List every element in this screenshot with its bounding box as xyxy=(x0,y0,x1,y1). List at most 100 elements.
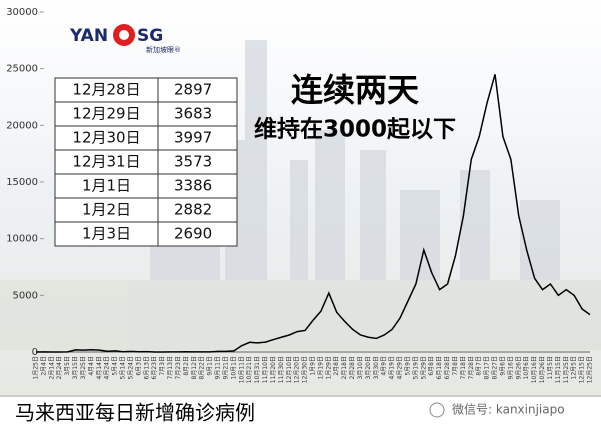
x-tick-label: 11月15日 xyxy=(555,356,562,383)
table-cell: 1月1日 xyxy=(82,177,131,195)
x-tick-label: 6月23日 xyxy=(151,356,158,379)
logo-text: YAN xyxy=(69,26,108,46)
x-tick-label: 11月5日 xyxy=(547,356,554,379)
x-tick-label: 6月13日 xyxy=(143,356,150,379)
x-tick-label: 11月30日 xyxy=(278,356,285,383)
x-tick-label: 3月10日 xyxy=(357,356,364,379)
x-tick-label: 3月25日 xyxy=(80,356,87,379)
x-tick-label: 5月19日 xyxy=(412,356,419,379)
x-tick-label: 1月19日 xyxy=(317,356,324,379)
x-tick-label: 7月23日 xyxy=(175,356,182,379)
x-tick-label: 4月29日 xyxy=(397,356,404,379)
x-tick-label: 8月17日 xyxy=(484,356,491,379)
table-cell: 3997 xyxy=(174,129,212,147)
caption: 马来西亚每日新增确诊病例 xyxy=(15,401,255,425)
x-tick-label: 11月25日 xyxy=(563,356,570,383)
x-tick-label: 4月14日 xyxy=(96,356,103,379)
x-tick-label: 4月24日 xyxy=(104,356,111,379)
x-tick-label: 4月4日 xyxy=(88,356,95,376)
y-tick-label: 25000 xyxy=(6,64,38,75)
x-tick-label: 10月11日 xyxy=(238,356,245,383)
x-tick-label: 8月12日 xyxy=(191,356,198,379)
x-tick-label: 9月11日 xyxy=(215,356,222,379)
x-tick-label: 8月2日 xyxy=(183,356,190,376)
logo-subtext: 新加坡眼® xyxy=(146,45,181,54)
x-tick-label: 7月28日 xyxy=(468,356,475,379)
table-cell: 3683 xyxy=(174,105,212,123)
table-cell: 1月3日 xyxy=(82,225,131,243)
x-tick-label: 4月19日 xyxy=(389,356,396,379)
x-tick-label: 6月28日 xyxy=(444,356,451,379)
x-tick-label: 3月5日 xyxy=(64,356,71,376)
y-tick-label: 20000 xyxy=(6,120,38,131)
x-tick-label: 2月24日 xyxy=(56,356,63,379)
x-tick-label: 11月10日 xyxy=(262,356,269,383)
x-tick-label: 9月21日 xyxy=(222,356,229,379)
x-tick-label: 9月1日 xyxy=(207,356,214,376)
x-tick-label: 5月14日 xyxy=(120,356,127,379)
x-tick-label: 1月9日 xyxy=(310,356,317,376)
table-cell: 2882 xyxy=(174,201,212,219)
x-tick-label: 10月26日 xyxy=(539,356,546,383)
watermark: 微信号: kanxinjiapo xyxy=(452,403,565,417)
x-tick-label: 11月20日 xyxy=(270,356,277,383)
logo: YAN SG 新加坡眼® xyxy=(69,24,181,54)
x-tick-label: 10月1日 xyxy=(230,356,237,379)
x-tick-label: 2月14日 xyxy=(48,356,55,379)
x-tick-label: 3月15日 xyxy=(72,356,79,379)
x-tick-label: 8月27日 xyxy=(492,356,499,379)
x-tick-label: 9月16日 xyxy=(507,356,514,379)
x-tick-label: 6月8日 xyxy=(428,356,435,376)
table-cell: 2690 xyxy=(174,225,212,243)
logo-text: SG xyxy=(137,26,163,46)
x-tick-label: 10月16日 xyxy=(531,356,538,383)
table-cell: 12月31日 xyxy=(72,153,140,171)
x-tick-label: 6月3日 xyxy=(135,356,142,376)
x-tick-label: 10月31日 xyxy=(254,356,261,383)
line xyxy=(35,74,591,353)
x-tick-label: 10月6日 xyxy=(523,356,530,379)
x-tick-label: 5月24日 xyxy=(127,356,134,379)
wechat-icon xyxy=(429,402,445,418)
x-tick-label: 5月29日 xyxy=(420,356,427,379)
x-tick-label: 5月4日 xyxy=(112,356,119,376)
x-tick-label: 12月25日 xyxy=(587,356,594,383)
y-tick-label: 15000 xyxy=(6,177,38,188)
x-tick-label: 3月20日 xyxy=(365,356,372,379)
x-tick-label: 7月8日 xyxy=(452,356,459,376)
x-tick-label: 5月9日 xyxy=(404,356,411,376)
logo-icon xyxy=(119,30,129,40)
x-tick-label: 4月9日 xyxy=(381,356,388,376)
x-tick-label: 9月6日 xyxy=(499,356,506,376)
x-tick-label: 12月5日 xyxy=(571,356,578,379)
x-tick-label: 12月15日 xyxy=(579,356,586,383)
x-tick-label: 9月26日 xyxy=(515,356,522,379)
table-cell: 12月30日 xyxy=(72,129,140,147)
table-cell: 3573 xyxy=(174,153,212,171)
x-tick-label: 1月29日 xyxy=(325,356,332,379)
y-tick-label: 30000 xyxy=(6,7,38,18)
y-tick-label: 10000 xyxy=(6,234,38,245)
x-tick-label: 3月30日 xyxy=(373,356,380,379)
x-tick-label: 12月10日 xyxy=(286,356,293,383)
y-tick-label: 5000 xyxy=(13,290,38,301)
x-tick-label: 12月30日 xyxy=(302,356,309,383)
x-tick-label: 8月22日 xyxy=(199,356,206,379)
x-tick-label: 2月28日 xyxy=(349,356,356,379)
x-tick-label: 6月18日 xyxy=(436,356,443,379)
x-tick-label: 12月20日 xyxy=(294,356,301,383)
table-cell: 1月2日 xyxy=(82,201,131,219)
x-tick-label: 7月13日 xyxy=(167,356,174,379)
x-tick-label: 7月18日 xyxy=(460,356,467,379)
chart-title: 连续两天 xyxy=(291,71,419,109)
y-tick-label: 0 xyxy=(32,347,38,358)
x-tick-label: 8月7日 xyxy=(476,356,483,376)
table xyxy=(54,77,238,247)
x-tick-label: 2月18日 xyxy=(341,356,348,379)
x-tick-label: 7月3日 xyxy=(159,356,166,376)
chart-subtitle: 维持在3000起以下 xyxy=(254,116,456,143)
x-tick-label: 2月4日 xyxy=(40,356,47,376)
table-cell: 12月29日 xyxy=(72,105,140,123)
table-cell: 3386 xyxy=(174,177,212,195)
